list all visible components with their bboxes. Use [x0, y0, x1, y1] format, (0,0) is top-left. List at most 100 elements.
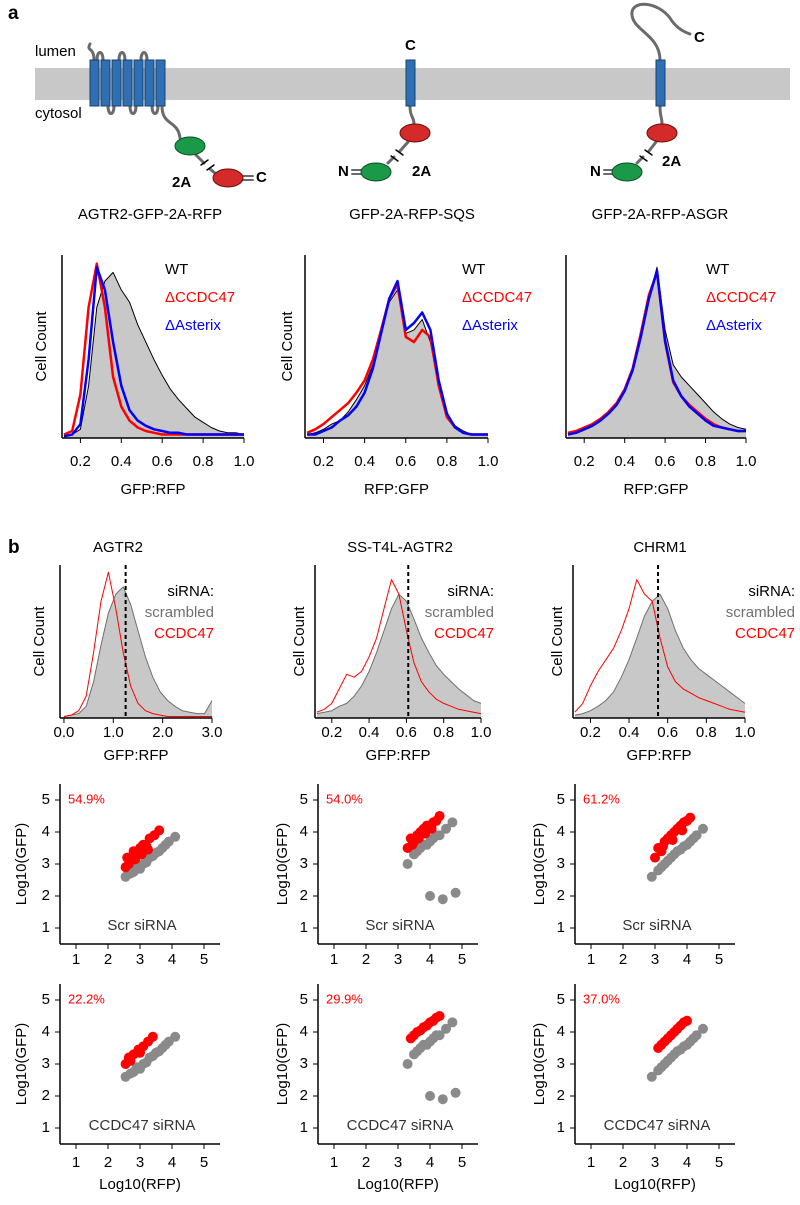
- x-tick-label: 1.0: [478, 453, 499, 470]
- x-tick-label: 1: [587, 1154, 595, 1171]
- loops: [351, 104, 416, 175]
- scatter-point: [426, 823, 437, 834]
- x-tick-label: 3: [136, 1154, 144, 1171]
- x-tick-label: 4: [683, 951, 691, 968]
- y-tick-label: 3: [42, 855, 50, 872]
- y-tick-label: 5: [42, 791, 50, 808]
- y-tick-label: 5: [300, 791, 308, 808]
- chart-title: GFP-2A-RFP-ASGR: [592, 206, 729, 223]
- x-tick-label: 4: [168, 951, 176, 968]
- chart-title: CHRM1: [633, 539, 686, 556]
- x-tick-label: 2: [619, 1154, 627, 1171]
- y-tick-label: 5: [42, 991, 50, 1008]
- scatter-point: [646, 1071, 657, 1082]
- condition-label: Scr siRNA: [365, 917, 434, 934]
- x-tick-label: 4: [426, 1154, 434, 1171]
- plot-marks: [316, 579, 482, 718]
- x-tick-label: 3: [394, 1154, 402, 1171]
- histogram-line: [63, 586, 213, 717]
- chart-title: AGTR2-GFP-2A-RFP: [78, 206, 222, 223]
- legend-entry: WT: [165, 261, 188, 278]
- panel-label: b: [8, 537, 20, 558]
- y-tick-label: 2: [557, 1087, 565, 1104]
- scatter-point: [434, 1011, 445, 1021]
- y-tick-label: 1: [300, 919, 308, 936]
- scatter-point: [667, 835, 678, 845]
- y-tick-label: 5: [557, 791, 565, 808]
- y-tick-label: 2: [557, 887, 565, 904]
- construct-label: N: [590, 163, 601, 180]
- y-tick-label: 1: [557, 1119, 565, 1136]
- plot-marks: [120, 1031, 181, 1082]
- x-tick-label: 1.0: [736, 453, 757, 470]
- scatter-point: [141, 857, 152, 868]
- x-tick-label: 1: [330, 1154, 338, 1171]
- condition-label: Scr siRNA: [622, 917, 691, 934]
- x-axis-label: GFP:RFP: [365, 747, 430, 764]
- scatter-point: [407, 839, 418, 850]
- rfp: [646, 123, 678, 143]
- condition-label: CCDC47 siRNA: [89, 1117, 196, 1134]
- histogram-area: [568, 267, 746, 438]
- x-tick-label: 2: [362, 1154, 370, 1171]
- x-tick-label: 0.2: [321, 724, 342, 741]
- histogram-line: [574, 593, 746, 716]
- histogram-line: [574, 579, 746, 713]
- y-axis-label: Log10(GFP): [531, 823, 548, 906]
- scatter-point: [656, 862, 667, 873]
- scatter-point: [425, 1091, 435, 1101]
- legend-entry: WT: [706, 261, 729, 278]
- histogram-area: [574, 594, 745, 718]
- x-tick-label: 3: [651, 951, 659, 968]
- x-tick-label: 0.8: [696, 724, 717, 741]
- scatter-point: [170, 1031, 181, 1042]
- x-tick-label: 0.2: [574, 453, 595, 470]
- x-tick-label: 0.2: [580, 724, 601, 741]
- legend-title: siRNA:: [447, 583, 494, 600]
- scatter-point: [688, 1033, 699, 1044]
- y-axis-label: Cell Count: [549, 606, 566, 677]
- scatter-point: [160, 839, 171, 850]
- y-tick-label: 5: [557, 991, 565, 1008]
- scatter-point: [437, 894, 448, 905]
- y-tick-label: 2: [42, 1087, 50, 1104]
- x-tick-label: 2: [619, 951, 627, 968]
- x-tick-label: 3: [136, 951, 144, 968]
- x-tick-label: 5: [715, 951, 723, 968]
- panel-label: a: [8, 3, 19, 24]
- construct-label: N: [338, 163, 349, 180]
- y-tick-label: 4: [300, 823, 308, 840]
- scatter-point: [682, 1039, 692, 1050]
- scatter-point: [650, 852, 660, 863]
- scatter-point: [402, 859, 413, 869]
- scatter-point: [154, 846, 165, 857]
- legend-entry: scrambled: [425, 604, 494, 621]
- x-tick-label: 0.8: [695, 453, 716, 470]
- histogram-line: [63, 571, 212, 717]
- plot-marks: [306, 279, 488, 438]
- x-tick-label: 2: [104, 1154, 112, 1171]
- x-axis-label: Log10(RFP): [99, 1176, 181, 1193]
- legend-entry: scrambled: [145, 604, 214, 621]
- chart-title: SS-T4L-AGTR2: [347, 539, 453, 556]
- x-axis-label: GFP:RFP: [626, 747, 691, 764]
- histogram-line: [307, 279, 488, 436]
- scatter-point: [658, 841, 668, 852]
- x-tick-label: 0.4: [619, 724, 640, 741]
- x-tick-label: 0.6: [657, 724, 678, 741]
- rfp: [399, 123, 431, 143]
- y-tick-label: 1: [557, 919, 565, 936]
- x-tick-label: 0.2: [70, 453, 91, 470]
- construct-label: C: [405, 37, 416, 54]
- x-axis-label: GFP:RFP: [120, 481, 185, 498]
- scatter-point: [147, 1031, 158, 1042]
- plot-marks: [402, 811, 461, 905]
- plot-marks: [567, 266, 747, 438]
- x-tick-label: 0.6: [395, 453, 416, 470]
- x-tick-label: 5: [200, 951, 208, 968]
- scatter-point: [425, 891, 435, 901]
- legend-entry: WT: [462, 261, 485, 278]
- helix: [655, 59, 666, 107]
- x-axis-label: RFP:GFP: [364, 481, 429, 498]
- legend-entry: ΔCCDC47: [462, 289, 532, 306]
